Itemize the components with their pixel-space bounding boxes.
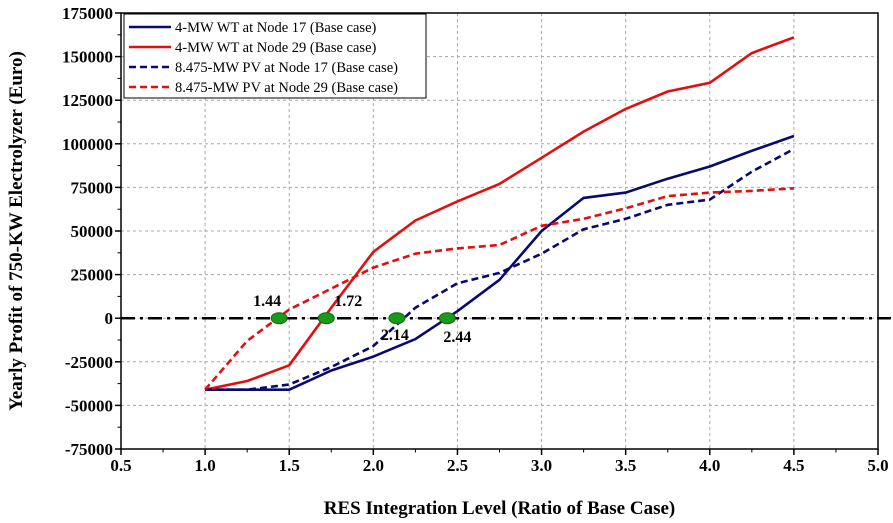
series-line: [204, 187, 794, 391]
legend-entry: 4-MW WT at Node 29 (Base case): [175, 40, 377, 56]
y-tick-label: 125000: [62, 91, 113, 110]
x-tick-label: 1.5: [279, 456, 300, 475]
x-tick-label: 3.0: [531, 456, 552, 475]
y-axis-label: Yearly Profit of 750-KW Electrolyzer (Eu…: [6, 51, 27, 411]
marker-label: 1.44: [253, 293, 281, 310]
threshold-marker: [388, 312, 406, 325]
threshold-marker: [270, 312, 288, 325]
threshold-marker: [317, 312, 335, 325]
legend-entry: 8.475-MW PV at Node 29 (Base case): [175, 80, 398, 96]
x-tick-label: 4.0: [699, 456, 720, 475]
x-tick-label: 2.5: [447, 456, 468, 475]
y-tick-label: -25000: [65, 353, 113, 372]
x-tick-label: 3.5: [615, 456, 636, 475]
x-tick-label: 4.5: [783, 456, 804, 475]
x-tick-label: 0.5: [110, 456, 131, 475]
legend-entry: 8.475-MW PV at Node 17 (Base case): [175, 60, 398, 76]
y-tick-label: 75000: [71, 178, 114, 197]
x-axis-label: RES Integration Level (Ratio of Base Cas…: [324, 498, 675, 519]
series-line: [205, 134, 795, 392]
legend: 4-MW WT at Node 17 (Base case) 4-MW WT at…: [123, 13, 427, 99]
y-tick-label: 150000: [62, 48, 113, 67]
marker-label: 2.14: [381, 327, 409, 344]
x-tick-label: 5.0: [867, 456, 888, 475]
marker-label: 2.44: [443, 329, 471, 346]
y-tick-label: -50000: [65, 396, 113, 415]
y-tick-label: 50000: [71, 222, 114, 241]
legend-entry: 4-MW WT at Node 17 (Base case): [175, 20, 377, 36]
series-lines: [204, 36, 795, 392]
threshold-markers: 1.44 1.72 2.14 2.44: [253, 293, 471, 346]
threshold-marker: [438, 312, 456, 325]
y-tick-label: -75000: [65, 440, 113, 459]
y-tick-label: 25000: [71, 266, 114, 285]
y-tick-label: 0: [105, 309, 114, 328]
axes: 0.5 1.0 1.5 2.0 2.5 3.0 3.5 4.0 4.5 5.0 175000 1500…: [62, 4, 889, 475]
y-tick-label: 100000: [62, 135, 113, 154]
x-tick-label: 1.0: [194, 456, 215, 475]
legend-box: [123, 13, 427, 99]
y-tick-label: 175000: [62, 4, 113, 23]
series-line: [205, 147, 795, 392]
x-tick-label: 2.0: [363, 456, 384, 475]
marker-label: 1.72: [334, 293, 362, 310]
series-line: [204, 36, 795, 391]
